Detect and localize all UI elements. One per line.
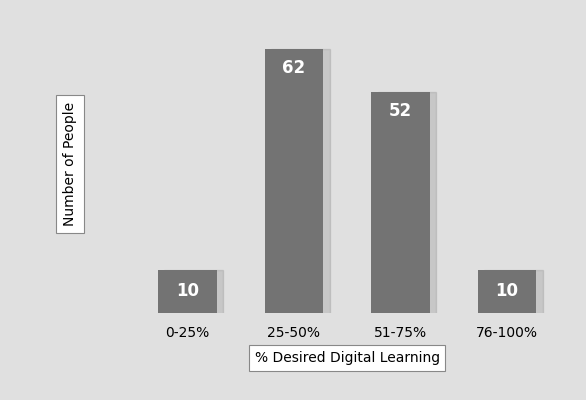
Bar <box>271 49 329 316</box>
Bar <box>371 92 430 313</box>
Bar <box>484 270 543 316</box>
Text: 52: 52 <box>389 102 412 120</box>
Text: 10: 10 <box>496 282 519 300</box>
Bar <box>478 270 536 313</box>
Text: Number of People: Number of People <box>63 102 77 226</box>
X-axis label: % Desired Digital Learning: % Desired Digital Learning <box>255 351 440 365</box>
Bar <box>165 270 223 316</box>
Text: 10: 10 <box>176 282 199 300</box>
Bar <box>158 270 217 313</box>
Text: 62: 62 <box>282 59 305 77</box>
Bar <box>377 92 436 316</box>
Bar <box>265 49 323 313</box>
